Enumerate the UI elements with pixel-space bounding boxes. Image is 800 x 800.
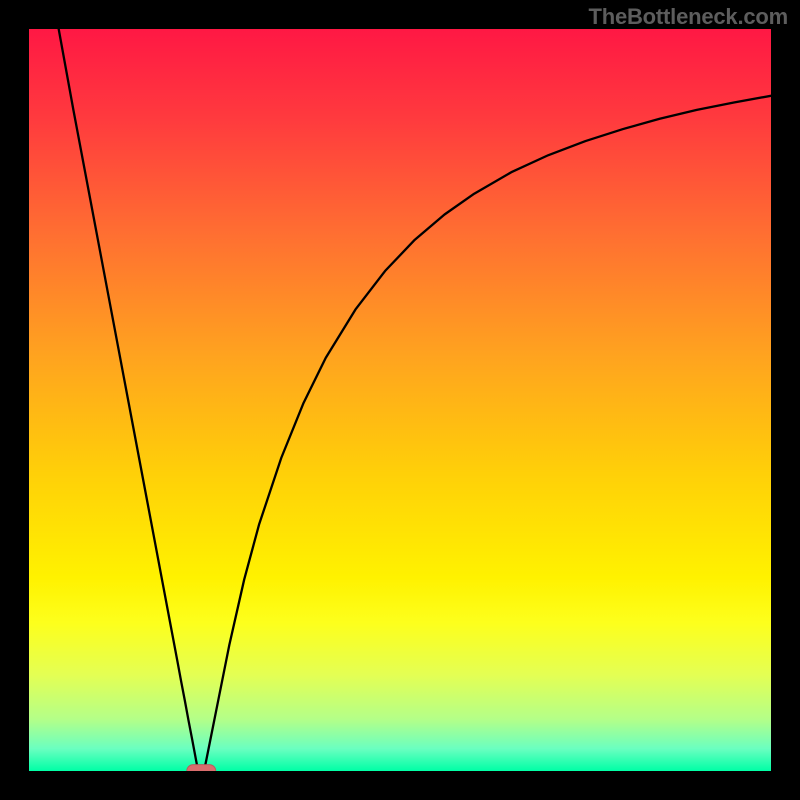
chart-frame: [0, 0, 29, 800]
chart-frame: [0, 771, 800, 800]
chart-frame: [771, 0, 800, 800]
bottleneck-curve: [0, 0, 800, 800]
watermark-text: TheBottleneck.com: [588, 4, 788, 30]
